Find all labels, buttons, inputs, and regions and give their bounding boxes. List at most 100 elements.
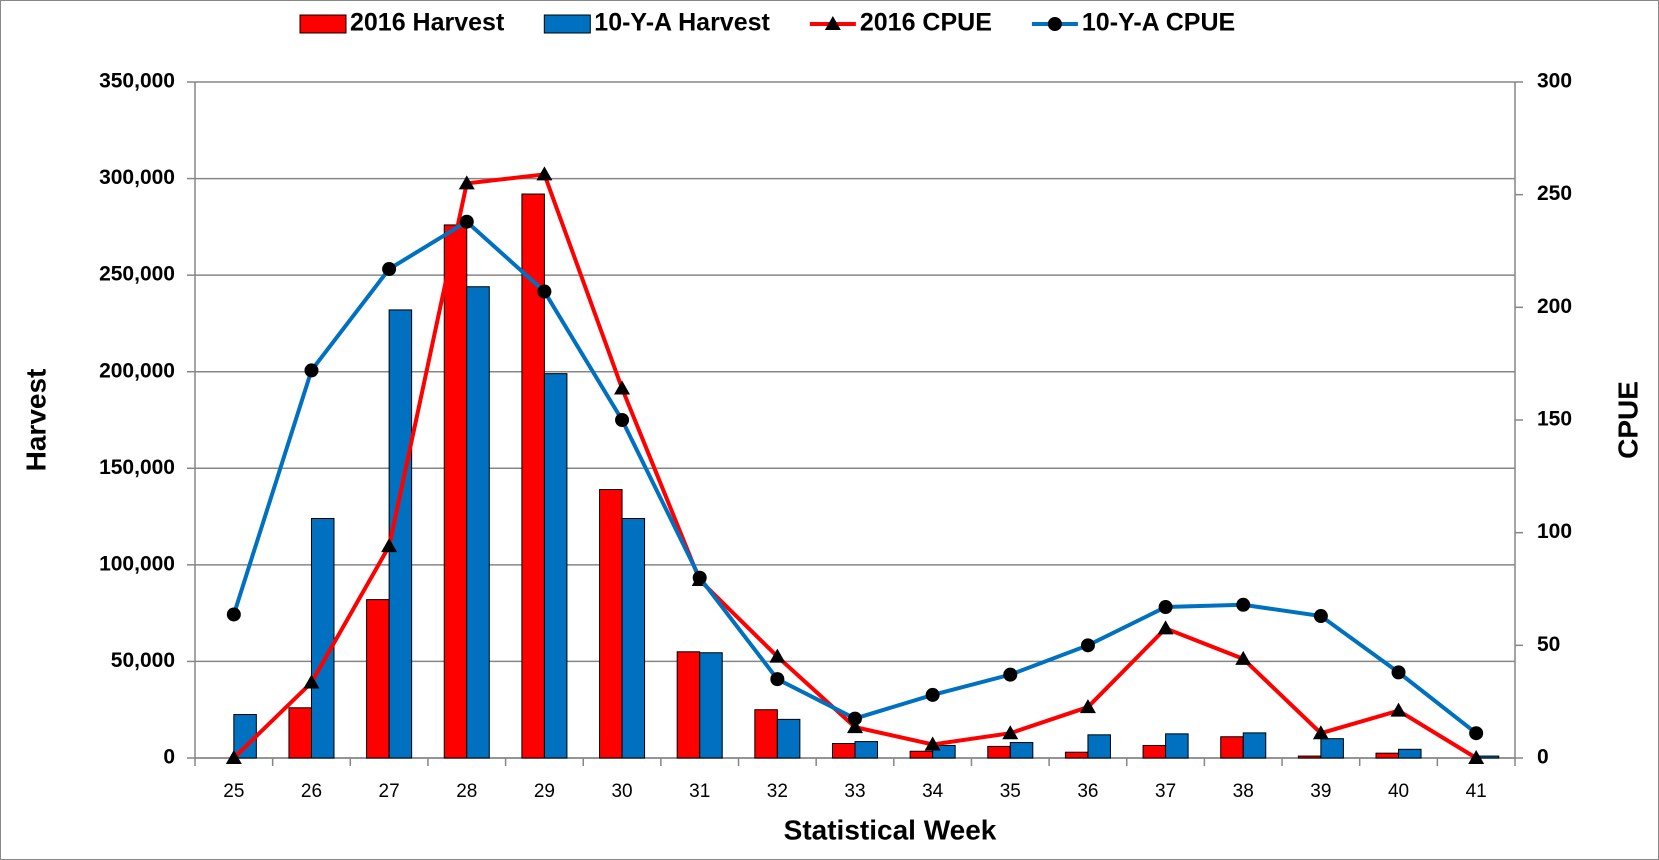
marker bbox=[1157, 620, 1174, 635]
marker bbox=[1236, 597, 1251, 612]
marker bbox=[1002, 725, 1019, 740]
y2-tick-label: 300 bbox=[1537, 70, 1572, 93]
x-tick-label: 39 bbox=[1310, 781, 1331, 802]
marker bbox=[381, 538, 398, 553]
marker bbox=[1079, 699, 1096, 714]
marker bbox=[458, 175, 475, 190]
marker bbox=[769, 648, 786, 663]
x-tick-label: 37 bbox=[1155, 781, 1176, 802]
y-axis-title: Harvest bbox=[20, 369, 51, 472]
marker bbox=[1235, 650, 1252, 665]
marker bbox=[1080, 638, 1095, 653]
x-tick-label: 28 bbox=[456, 781, 477, 802]
y2-tick-label: 100 bbox=[1537, 520, 1572, 543]
marker bbox=[1391, 665, 1406, 680]
bar bbox=[1220, 736, 1244, 759]
y2-tick-label: 50 bbox=[1537, 633, 1560, 656]
bar bbox=[366, 599, 390, 759]
bar bbox=[233, 714, 257, 759]
marker bbox=[1390, 702, 1407, 717]
y2-axis-title: CPUE bbox=[1612, 381, 1643, 459]
y2-tick-label: 0 bbox=[1537, 746, 1549, 769]
bar bbox=[1398, 748, 1422, 759]
legend-label: 2016 CPUE bbox=[860, 9, 992, 37]
x-tick-label: 40 bbox=[1388, 781, 1409, 802]
marker bbox=[1468, 750, 1485, 764]
bar bbox=[543, 373, 568, 759]
legend-label: 10-Y-A CPUE bbox=[1082, 9, 1235, 37]
bar bbox=[621, 518, 646, 759]
bar bbox=[1087, 734, 1111, 759]
marker bbox=[848, 711, 862, 726]
marker bbox=[303, 674, 320, 689]
marker bbox=[225, 750, 242, 764]
marker bbox=[1158, 600, 1173, 615]
bar bbox=[1142, 744, 1167, 759]
marker bbox=[1469, 726, 1484, 741]
marker bbox=[536, 166, 553, 181]
y2-tick-label: 250 bbox=[1537, 182, 1572, 205]
bar bbox=[443, 224, 468, 759]
x-tick-label: 41 bbox=[1466, 781, 1487, 802]
bar bbox=[288, 707, 312, 759]
bar bbox=[754, 709, 778, 759]
marker bbox=[847, 719, 863, 734]
x-tick-label: 26 bbox=[301, 781, 322, 802]
bar bbox=[987, 745, 1011, 759]
marker bbox=[925, 687, 940, 702]
x-tick-label: 31 bbox=[689, 781, 710, 802]
bar bbox=[1375, 752, 1400, 759]
legend-marker bbox=[824, 16, 841, 30]
marker bbox=[1313, 609, 1328, 624]
y-tick-label: 250,000 bbox=[99, 263, 175, 286]
x-tick-label: 25 bbox=[223, 781, 244, 802]
x-tick-label: 33 bbox=[844, 781, 865, 802]
y2-tick-label: 200 bbox=[1537, 295, 1572, 318]
bar bbox=[1165, 733, 1189, 759]
y-tick-label: 0 bbox=[163, 746, 175, 769]
marker bbox=[1312, 725, 1329, 740]
bar bbox=[909, 750, 934, 759]
y-tick-label: 100,000 bbox=[99, 552, 175, 575]
x-axis-title: Statistical Week bbox=[784, 814, 997, 845]
marker bbox=[382, 262, 397, 277]
y-tick-label: 50,000 bbox=[111, 649, 175, 672]
x-tick-label: 38 bbox=[1233, 781, 1254, 802]
x-tick-label: 35 bbox=[1000, 781, 1021, 802]
legend-swatch bbox=[299, 14, 347, 34]
x-tick-label: 30 bbox=[611, 781, 632, 802]
x-tick-label: 32 bbox=[767, 781, 788, 802]
bar bbox=[854, 741, 879, 759]
marker bbox=[226, 607, 241, 622]
bar bbox=[1320, 738, 1344, 759]
bar bbox=[1064, 751, 1089, 759]
marker bbox=[770, 672, 785, 687]
x-tick-label: 29 bbox=[534, 781, 555, 802]
legend-label: 10-Y-A Harvest bbox=[594, 9, 770, 37]
bar bbox=[1009, 742, 1034, 759]
marker bbox=[537, 284, 552, 299]
bar bbox=[466, 286, 490, 759]
bar bbox=[699, 652, 723, 759]
bar bbox=[521, 193, 545, 759]
marker bbox=[615, 413, 630, 427]
x-tick-label: 36 bbox=[1077, 781, 1098, 802]
legend-label: 2016 Harvest bbox=[350, 9, 505, 37]
bar bbox=[599, 489, 623, 759]
x-tick-label: 27 bbox=[379, 781, 400, 802]
marker bbox=[924, 736, 941, 751]
x-tick-label: 34 bbox=[922, 781, 944, 802]
marker bbox=[614, 380, 631, 395]
bar bbox=[776, 718, 801, 759]
marker bbox=[304, 363, 319, 378]
marker bbox=[692, 570, 707, 585]
y2-tick-label: 150 bbox=[1537, 408, 1572, 431]
y-tick-label: 300,000 bbox=[99, 166, 175, 189]
marker bbox=[1003, 667, 1018, 682]
y-tick-label: 200,000 bbox=[99, 359, 175, 382]
bar bbox=[676, 651, 701, 759]
bar bbox=[1242, 732, 1267, 759]
bar bbox=[1297, 755, 1322, 759]
bar bbox=[388, 309, 413, 759]
